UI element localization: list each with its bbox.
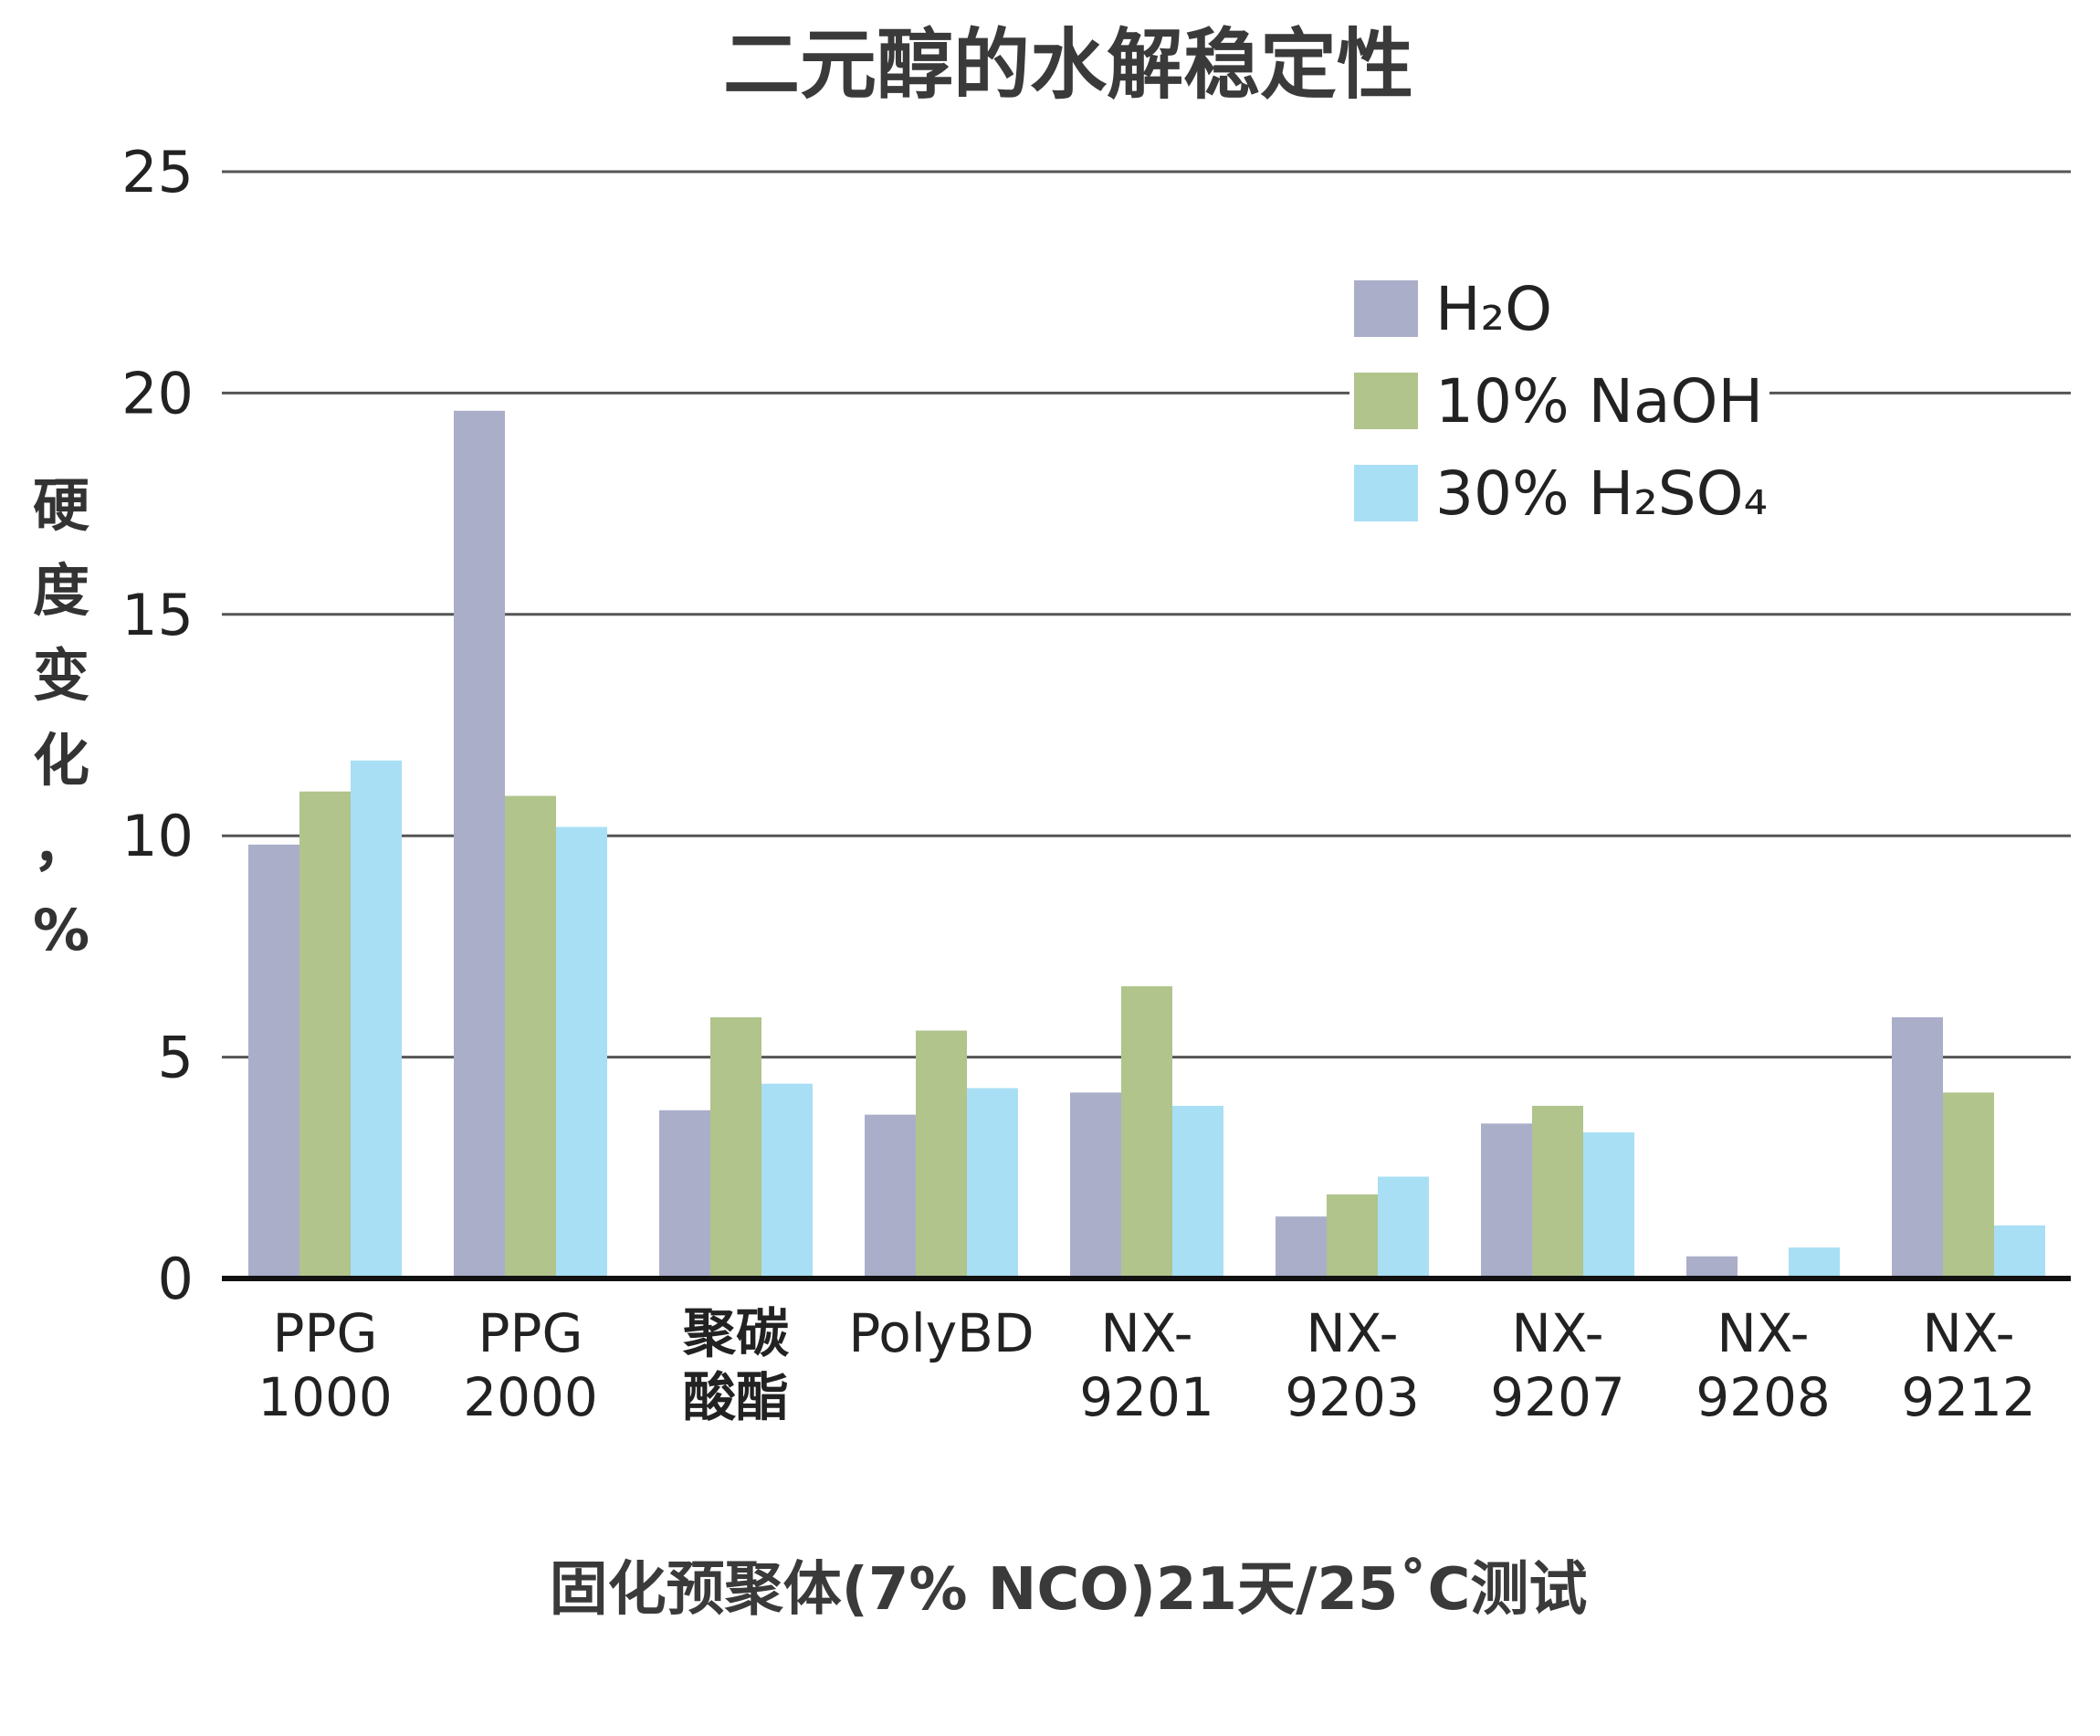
y-tick-label: 0 <box>158 1246 194 1312</box>
category-label: 酸酯 <box>683 1366 789 1428</box>
bar <box>351 760 402 1278</box>
category-label: 1000 <box>257 1366 393 1428</box>
bar <box>556 826 607 1278</box>
legend-swatch <box>1354 465 1418 521</box>
bar <box>1121 986 1172 1278</box>
y-tick-label: 5 <box>158 1025 194 1091</box>
bar <box>1994 1225 2045 1278</box>
bar <box>1532 1105 1583 1278</box>
category-label: PPG <box>478 1302 583 1364</box>
bar <box>1327 1194 1378 1278</box>
y-axis-label-char: ， <box>33 812 89 879</box>
bar <box>659 1110 710 1278</box>
category-label: NX- <box>1100 1302 1192 1364</box>
bar <box>505 795 556 1278</box>
bar <box>916 1030 967 1278</box>
legend-label: 10% NaOH <box>1435 366 1763 437</box>
bar <box>1583 1132 1634 1278</box>
category-label: PolyBD <box>848 1302 1034 1364</box>
legend-label: H₂O <box>1435 274 1552 344</box>
bar <box>761 1083 813 1278</box>
x-axis-label: 固化预聚体(7% NCO)21天/25˚C测试 <box>550 1556 1588 1624</box>
category-label: NX- <box>1306 1302 1398 1364</box>
legend-swatch <box>1354 280 1418 337</box>
chart-title: 二元醇的水解稳定性 <box>723 20 1413 110</box>
category-label: NX- <box>1922 1302 2014 1364</box>
bar <box>1070 1092 1121 1278</box>
bar <box>1276 1216 1327 1278</box>
category-label: NX- <box>1511 1302 1603 1364</box>
legend-background <box>1349 265 1769 548</box>
category-label: 9212 <box>1901 1366 2036 1428</box>
bar <box>248 844 299 1278</box>
y-tick-label: 15 <box>121 582 194 648</box>
legend-swatch <box>1354 373 1418 429</box>
category-label: PPG <box>273 1302 378 1364</box>
category-label: 2000 <box>463 1366 598 1428</box>
bar <box>1172 1105 1223 1278</box>
y-tick-label: 25 <box>121 139 194 205</box>
category-label: 聚碳 <box>682 1302 790 1364</box>
bars <box>248 410 2045 1278</box>
bar <box>967 1088 1018 1278</box>
category-label: 9208 <box>1696 1366 1831 1428</box>
bar <box>1378 1176 1429 1278</box>
category-label: NX- <box>1717 1302 1809 1364</box>
y-tick-label: 10 <box>121 803 194 869</box>
y-axis-label-char: 化 <box>33 727 89 794</box>
bar <box>710 1016 761 1278</box>
y-axis-label-char: 变 <box>33 642 89 709</box>
legend-label: 30% H₂SO₄ <box>1435 458 1768 529</box>
y-axis-ticks: 0 5 10 15 20 25 <box>121 139 194 1312</box>
y-tick-label: 20 <box>121 360 194 426</box>
y-axis-label-char: % <box>33 897 89 963</box>
bar <box>1481 1123 1532 1278</box>
bar <box>1789 1247 1840 1278</box>
bar <box>1892 1016 1943 1278</box>
y-axis-label-char: 度 <box>33 557 89 624</box>
bar <box>299 791 351 1278</box>
bar <box>1943 1092 1994 1278</box>
bar <box>454 410 505 1278</box>
bar <box>865 1114 916 1278</box>
category-label: 9207 <box>1490 1366 1625 1428</box>
bar <box>1686 1256 1738 1278</box>
y-axis-label-char: 硬 <box>33 472 89 539</box>
category-label: 9201 <box>1079 1366 1214 1428</box>
legend: H₂O 10% NaOH 30% H₂SO₄ <box>1349 265 1769 548</box>
category-label: 9203 <box>1285 1366 1420 1428</box>
